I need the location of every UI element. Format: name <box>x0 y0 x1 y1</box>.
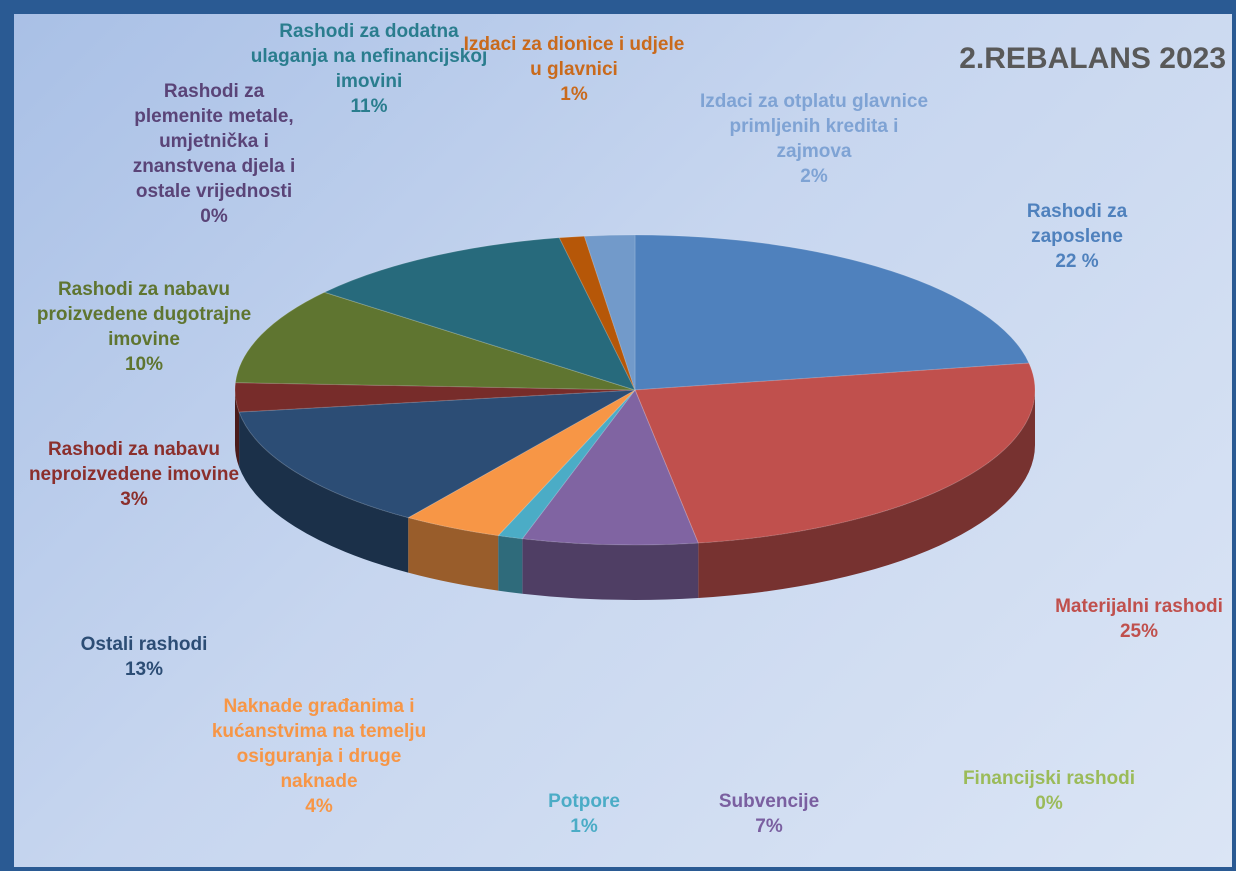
category-name: Rashodi za nabavu neproizvedene imovine <box>28 439 240 485</box>
data-label: Materijalni rashodi 25% <box>1024 594 1232 644</box>
data-label: Rashodi za nabavu neproizvedene imovine 3… <box>24 437 244 512</box>
slice <box>558 235 636 391</box>
data-label: Ostali rashodi 13% <box>44 632 244 682</box>
slice <box>323 237 636 391</box>
category-name: Rashodi za nabavu proizvedene dugotrajne… <box>36 279 252 350</box>
pie-plot <box>234 234 1036 601</box>
value-label: 7% <box>755 816 783 837</box>
data-label: Izdaci za dionice i udjele u glavnici 1% <box>459 32 689 107</box>
slice <box>634 362 1036 544</box>
category-name: Potpore <box>548 791 620 812</box>
category-name: Subvencije <box>718 791 820 812</box>
value-label: 11% <box>350 96 388 117</box>
value-label: 1% <box>560 84 588 105</box>
data-label: Potpore 1% <box>524 789 644 839</box>
slice <box>238 389 636 519</box>
slice <box>521 389 699 546</box>
value-label: 1% <box>570 816 598 837</box>
category-name: Materijalni rashodi <box>1055 596 1223 617</box>
slice <box>234 291 636 391</box>
value-label: 0% <box>1035 793 1063 814</box>
category-name: Rashodi za dodatna ulaganja na nefinanci… <box>250 21 488 92</box>
value-label: 3% <box>120 489 148 510</box>
data-label: Rashodi za nabavu proizvedene dugotrajne… <box>24 277 264 377</box>
value-label: 2% <box>800 166 828 187</box>
category-name: Izdaci za dionice i udjele u glavnici <box>463 34 685 80</box>
category-name: Naknade građanima i kućanstvima na temel… <box>211 696 427 792</box>
value-label: 25% <box>1119 621 1159 642</box>
category-name: Financijski rashodi <box>962 768 1136 789</box>
slice-side <box>408 517 499 591</box>
slice <box>583 234 636 391</box>
category-name: Rashodi za plemenite metale, umjetnička … <box>132 81 296 202</box>
value-label: 22 % <box>1055 251 1099 272</box>
data-label: Subvencije 7% <box>699 789 839 839</box>
slice-side <box>698 390 1035 599</box>
value-label: 10% <box>124 354 164 375</box>
chart-title: 2.REBALANS 2023 <box>959 42 1226 75</box>
value-label: 0% <box>200 206 228 227</box>
data-label: Izdaci za otplatu glavnice primljenih kr… <box>694 89 934 189</box>
slice <box>234 382 636 413</box>
category-name: Rashodi za zaposlene <box>1026 201 1128 247</box>
category-name: Ostali rashodi <box>80 634 208 655</box>
slice-side <box>239 412 409 573</box>
slice <box>406 389 636 537</box>
slice-side <box>522 538 699 601</box>
value-label: 4% <box>305 796 333 817</box>
slice <box>634 234 1030 391</box>
slice-side <box>498 535 523 594</box>
data-label: Rashodi za plemenite metale, umjetnička … <box>127 79 302 229</box>
value-label: 13% <box>124 659 164 680</box>
data-label: Rashodi za dodatna ulaganja na nefinanci… <box>244 19 494 119</box>
data-label: Financijski rashodi 0% <box>939 766 1159 816</box>
slice-side <box>235 390 240 468</box>
category-name: Izdaci za otplatu glavnice primljenih kr… <box>699 91 929 162</box>
data-label: Rashodi za zaposlene 22 % <box>1002 199 1152 274</box>
data-label: Naknade građanima i kućanstvima na temel… <box>199 694 439 819</box>
slice <box>497 389 636 540</box>
